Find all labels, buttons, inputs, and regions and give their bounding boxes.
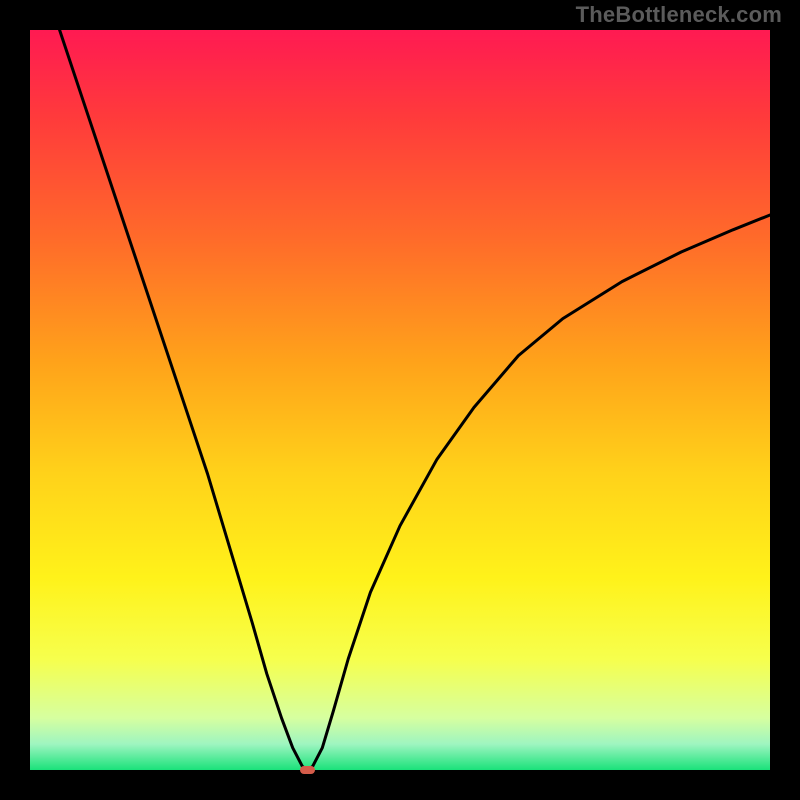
optimal-point-marker: [300, 766, 315, 775]
plot-area: [30, 30, 770, 770]
chart-frame: TheBottleneck.com: [0, 0, 800, 800]
watermark-text: TheBottleneck.com: [576, 2, 782, 28]
bottleneck-curve: [30, 30, 770, 770]
